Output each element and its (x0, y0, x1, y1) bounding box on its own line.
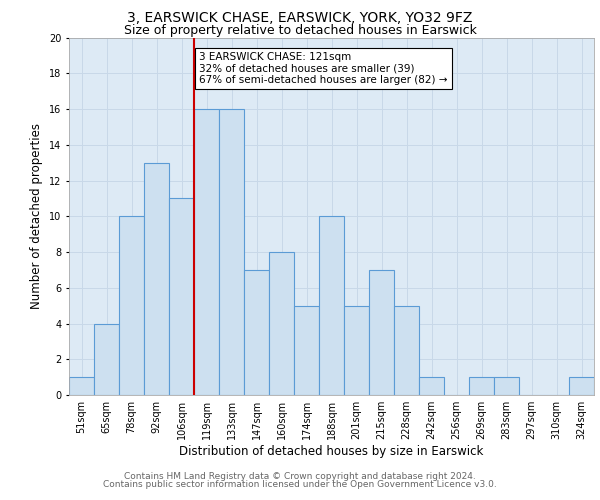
Text: Contains HM Land Registry data © Crown copyright and database right 2024.: Contains HM Land Registry data © Crown c… (124, 472, 476, 481)
Bar (244, 270, 269, 395)
Bar (469, 377, 494, 395)
Bar (394, 306, 419, 395)
Bar (69, 377, 94, 395)
Bar (269, 252, 294, 395)
Text: 3 EARSWICK CHASE: 121sqm
32% of detached houses are smaller (39)
67% of semi-det: 3 EARSWICK CHASE: 121sqm 32% of detached… (199, 52, 448, 85)
Text: Size of property relative to detached houses in Earswick: Size of property relative to detached ho… (124, 24, 476, 37)
Bar (94, 324, 119, 395)
Text: Contains public sector information licensed under the Open Government Licence v3: Contains public sector information licen… (103, 480, 497, 489)
Bar (294, 306, 319, 395)
Bar (319, 216, 344, 395)
X-axis label: Distribution of detached houses by size in Earswick: Distribution of detached houses by size … (179, 445, 484, 458)
Bar (419, 377, 444, 395)
Bar (494, 377, 519, 395)
Bar (344, 306, 369, 395)
Bar (369, 270, 394, 395)
Bar (219, 109, 244, 395)
Bar (569, 377, 594, 395)
Bar (194, 109, 219, 395)
Text: 3, EARSWICK CHASE, EARSWICK, YORK, YO32 9FZ: 3, EARSWICK CHASE, EARSWICK, YORK, YO32 … (127, 11, 473, 25)
Y-axis label: Number of detached properties: Number of detached properties (31, 123, 43, 309)
Bar (119, 216, 144, 395)
Bar (169, 198, 194, 395)
Bar (144, 162, 169, 395)
